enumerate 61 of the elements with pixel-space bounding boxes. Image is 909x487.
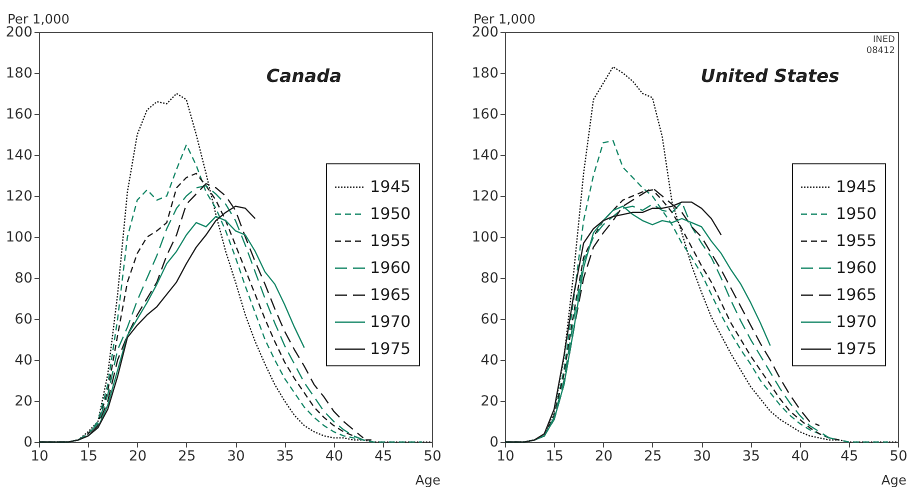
legend-label: 1965 [370,285,411,304]
x-tick-label: 35 [742,448,760,464]
y-tick-label: 160 [6,106,32,122]
y-tick-label: 60 [480,312,498,328]
y-tick-label: 20 [480,394,498,410]
legend-label: 1975 [370,339,411,358]
x-tick-label: 30 [227,448,245,464]
x-tick-label: 35 [276,448,294,464]
legend-label: 1970 [370,312,411,332]
y-tick-label: 120 [472,188,498,204]
y-tick-label: 140 [6,148,32,164]
legend-label: 1945 [836,177,877,196]
y-tick-label: 100 [6,230,32,246]
y-tick-label: 200 [472,24,498,40]
x-tick-label: 45 [840,448,858,464]
legend-label: 1965 [836,285,877,304]
x-tick-label: 15 [546,448,564,464]
x-tick-label: 25 [178,448,196,464]
legend-label: 1960 [836,258,877,278]
legend-label: 1970 [836,312,877,332]
y-tick-label: 80 [480,270,498,286]
x-tick-label: 10 [30,448,48,464]
y-tick-label: 160 [472,106,498,122]
y-tick-label: 60 [14,312,32,328]
legend-label: 1950 [370,204,411,224]
x-tick-label: 45 [374,448,392,464]
x-tick-label: 50 [424,448,442,464]
legend-label: 1945 [370,177,411,196]
y-tick-label: 180 [6,66,32,82]
x-tick-label: 10 [496,448,514,464]
y-tick-label: 180 [472,66,498,82]
y-tick-label: 20 [14,394,32,410]
legend-label: 1975 [836,339,877,358]
legend-label: 1950 [836,204,877,224]
x-axis-title: Age [415,474,440,487]
y-tick-label: 100 [472,230,498,246]
x-tick-label: 40 [325,448,344,464]
y-axis-title: Per 1,000 [474,12,536,28]
x-tick-label: 20 [594,448,613,464]
legend-label: 1960 [370,258,411,278]
x-tick-label: 40 [791,448,810,464]
text: Canada [266,66,342,87]
annotation: INED 08412 [866,35,896,56]
y-tick-label: 0 [24,434,32,450]
y-tick-label: 120 [6,188,32,204]
y-tick-label: 40 [14,352,32,368]
y-tick-label: 140 [472,148,498,164]
x-tick-label: 30 [693,448,711,464]
y-tick-label: 200 [6,24,32,40]
x-tick-label: 50 [890,448,908,464]
legend-label: 1955 [836,231,877,250]
x-tick-label: 20 [128,448,147,464]
x-tick-label: 15 [80,448,98,464]
legend-label: 1955 [370,231,411,250]
text: United States [700,66,840,87]
y-tick-label: 80 [14,270,32,286]
x-tick-label: 25 [644,448,662,464]
y-tick-label: 0 [490,434,498,450]
x-axis-title: Age [881,474,906,487]
y-axis-title: Per 1,000 [8,12,70,28]
y-tick-label: 40 [480,352,498,368]
